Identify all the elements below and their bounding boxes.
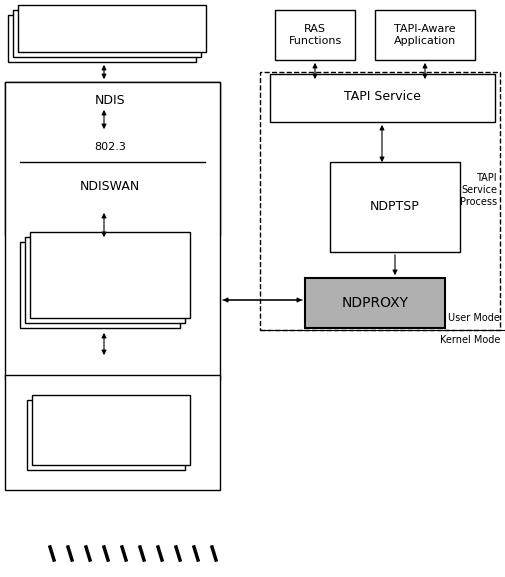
- Text: WAN Miniport Driver: WAN Miniport Driver: [43, 280, 157, 290]
- Bar: [275, 10, 355, 60]
- Bar: [5, 82, 220, 380]
- Text: NDPTSP: NDPTSP: [370, 200, 420, 213]
- Text: Net Card: Net Card: [73, 433, 129, 447]
- Text: NDIS: NDIS: [95, 93, 125, 107]
- Text: 802.3: 802.3: [94, 142, 126, 152]
- Text: Kernel Mode: Kernel Mode: [440, 335, 500, 345]
- Bar: [20, 242, 180, 328]
- Bar: [330, 162, 460, 252]
- Text: TAPI
Service
Process: TAPI Service Process: [460, 174, 497, 207]
- Bar: [270, 74, 495, 122]
- Text: User Mode: User Mode: [448, 313, 500, 323]
- Bar: [30, 232, 190, 318]
- Bar: [305, 278, 445, 328]
- Bar: [260, 72, 500, 330]
- Bar: [32, 395, 190, 465]
- Bar: [22, 405, 180, 475]
- Text: TAPI Service: TAPI Service: [343, 89, 421, 103]
- Bar: [8, 15, 196, 62]
- Bar: [27, 400, 185, 470]
- Bar: [5, 375, 220, 490]
- Text: NDPROXY: NDPROXY: [341, 296, 409, 310]
- Bar: [5, 82, 220, 235]
- Bar: [18, 5, 206, 52]
- Text: RAS
Functions: RAS Functions: [288, 24, 341, 46]
- Bar: [375, 10, 475, 60]
- Text: Transport: Transport: [73, 32, 131, 45]
- Text: NDISWAN: NDISWAN: [80, 179, 140, 193]
- Text: TAPI-Aware
Application: TAPI-Aware Application: [394, 24, 456, 46]
- Bar: [20, 132, 205, 210]
- Bar: [25, 237, 185, 323]
- Bar: [13, 10, 201, 57]
